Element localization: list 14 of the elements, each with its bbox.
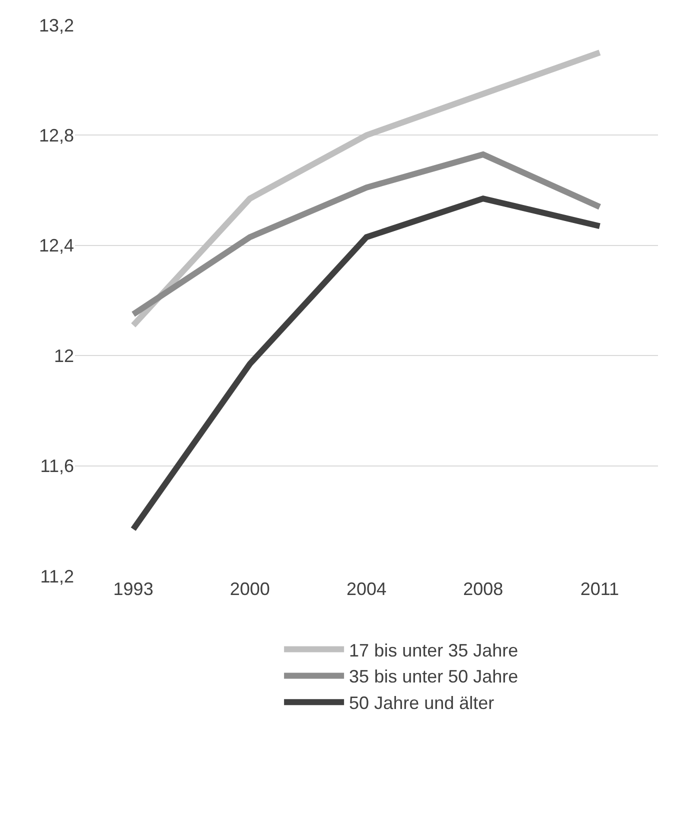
y-tick-label: 12,8 bbox=[38, 126, 74, 146]
x-tick-label: 1993 bbox=[113, 579, 154, 599]
y-tick-label: 12,4 bbox=[38, 236, 74, 256]
y-tick-label: 12 bbox=[54, 346, 74, 366]
x-tick-label: 2000 bbox=[230, 579, 270, 599]
legend-label: 50 Jahre und älter bbox=[349, 693, 494, 714]
x-tick-label: 2011 bbox=[580, 579, 620, 599]
x-tick-label: 2008 bbox=[463, 579, 504, 599]
y-tick-label: 11,2 bbox=[40, 566, 74, 586]
y-tick-label: 11,6 bbox=[40, 456, 74, 476]
legend-label: 35 bis unter 50 Jahre bbox=[349, 666, 518, 687]
legend-label: 17 bis unter 35 Jahre bbox=[349, 640, 518, 660]
y-tick-label: 13,2 bbox=[38, 15, 74, 36]
x-tick-label: 2004 bbox=[346, 579, 387, 599]
